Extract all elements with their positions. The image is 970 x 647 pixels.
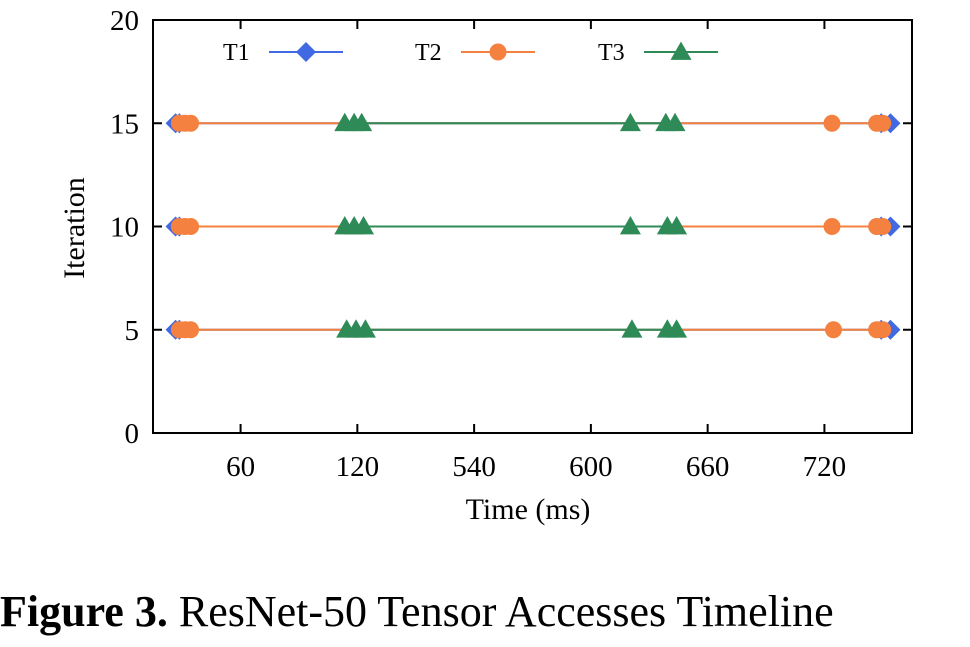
legend: T1 T2 T3 — [223, 40, 718, 66]
data-markers — [165, 112, 901, 340]
data-point — [619, 216, 641, 235]
y-tick-label: 0 — [125, 418, 140, 450]
data-point — [182, 114, 200, 132]
x-tick-label: 120 — [336, 451, 380, 483]
legend-label: T1 — [223, 40, 250, 66]
data-point — [619, 112, 641, 132]
legend-marker — [296, 42, 316, 62]
y-axis-label: Iteration — [58, 177, 91, 279]
caption-text: ResNet-50 Tensor Accesses Timeline — [167, 587, 834, 636]
legend-marker — [489, 43, 507, 61]
x-tick-label: 660 — [686, 451, 730, 483]
data-point — [823, 218, 841, 235]
data-point — [825, 321, 843, 339]
figure-caption: Figure 3. ResNet-50 Tensor Accesses Time… — [0, 586, 970, 638]
x-tick-label: 540 — [452, 451, 496, 483]
data-point — [182, 218, 200, 235]
legend-label: T3 — [598, 40, 625, 66]
y-tick-label: 15 — [110, 108, 139, 140]
y-axis-ticks: 0 5 10 15 20 — [110, 5, 912, 450]
y-tick-label: 20 — [110, 5, 139, 37]
data-point — [666, 319, 688, 338]
legend-marker — [670, 41, 692, 60]
data-point — [666, 216, 688, 235]
x-tick-label: 600 — [569, 451, 613, 483]
x-axis-ticks: 60 120 540 600 660 720 — [226, 20, 846, 483]
caption-label: Figure 3. — [0, 587, 168, 636]
x-axis-label: Time (ms) — [466, 493, 591, 526]
data-point — [621, 319, 643, 338]
legend-label: T2 — [415, 40, 442, 66]
x-tick-label: 60 — [226, 451, 255, 483]
x-tick-label: 720 — [803, 451, 847, 483]
data-point — [353, 216, 375, 235]
data-point — [182, 321, 200, 339]
series-lines — [175, 122, 891, 331]
data-point — [874, 218, 892, 235]
data-point — [664, 112, 686, 132]
chart: 60 120 540 600 660 720 0 5 10 15 20 Time (ms) Ite… — [58, 5, 913, 526]
y-tick-label: 10 — [110, 212, 139, 244]
data-point — [354, 319, 376, 338]
data-point — [823, 114, 841, 132]
data-point — [874, 114, 892, 132]
data-point — [351, 112, 373, 132]
data-point — [874, 321, 892, 339]
y-tick-label: 5 — [125, 315, 140, 347]
